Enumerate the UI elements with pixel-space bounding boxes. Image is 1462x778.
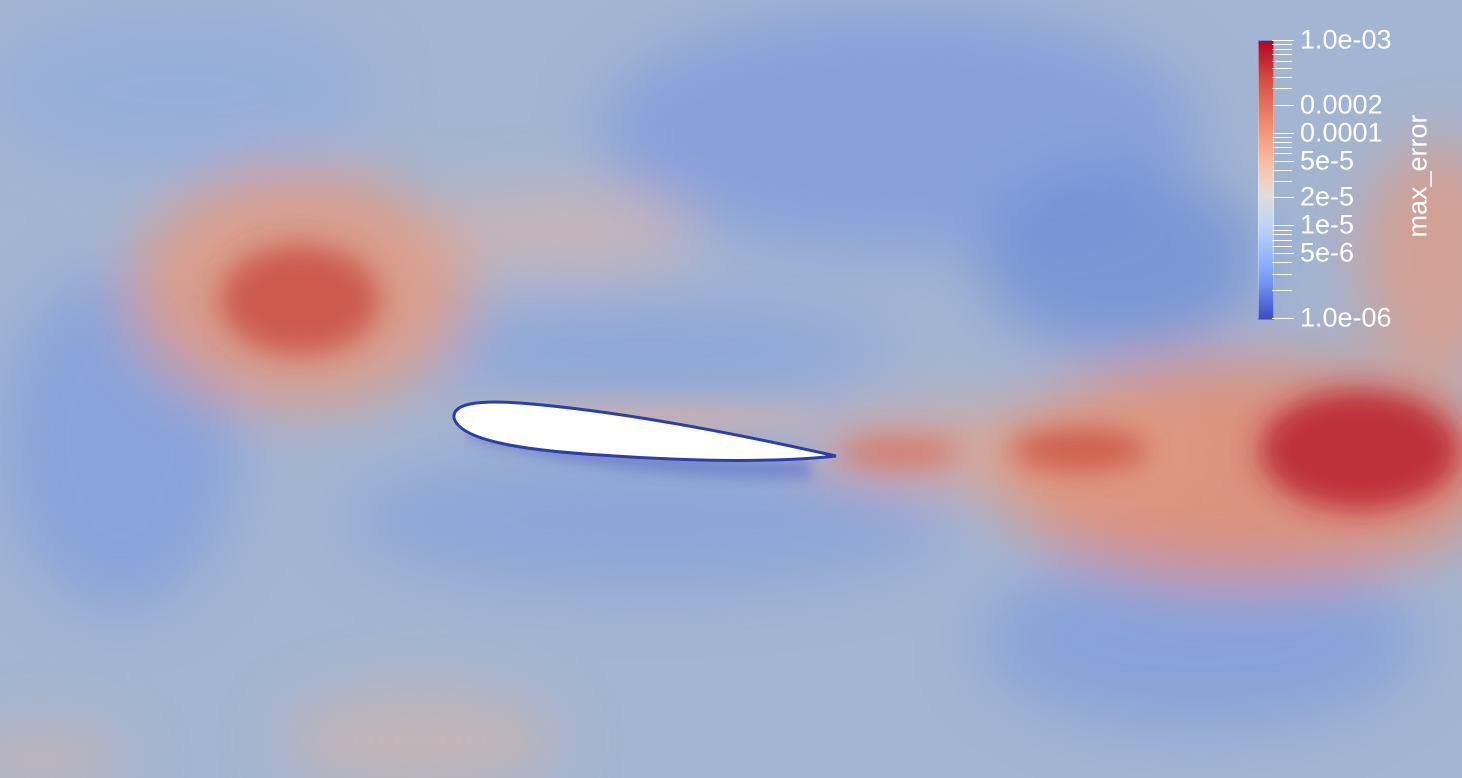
colorbar-minor-tick	[1272, 229, 1292, 231]
colorbar-gradient	[1258, 40, 1274, 320]
colorbar-minor-tick	[1272, 54, 1292, 56]
colorbar-major-tick	[1272, 197, 1294, 199]
high-error-region	[0, 730, 130, 778]
low-error-region	[350, 450, 950, 590]
hotspot	[1260, 390, 1460, 510]
colorbar-major-tick	[1272, 253, 1294, 255]
colorbar-minor-tick	[1272, 153, 1292, 155]
colorbar-major-tick	[1272, 160, 1294, 162]
colorbar-minor-tick	[1272, 136, 1292, 138]
colorbar-minor-tick	[1272, 245, 1292, 247]
colorbar-label: 1e-5	[1300, 209, 1355, 240]
colorbar-minor-tick	[1272, 88, 1292, 90]
colorbar-label-min: 1.0e-06	[1300, 302, 1392, 333]
colorbar-major-tick	[1272, 318, 1294, 319]
low-error-region	[0, 10, 370, 170]
colorbar-minor-tick	[1272, 234, 1292, 236]
colorbar-minor-tick	[1272, 48, 1292, 50]
colorbar-label: 0.0001	[1300, 117, 1383, 148]
colorbar-major-tick	[1272, 40, 1294, 41]
colorbar-minor-tick	[1272, 76, 1292, 78]
high-error-region	[1360, 140, 1462, 380]
colorbar-minor-tick	[1272, 60, 1292, 62]
low-error-region	[410, 300, 890, 400]
low-error-region	[980, 170, 1260, 350]
colorbar-major-tick	[1272, 225, 1294, 227]
colorbar-minor-tick	[1272, 141, 1292, 143]
colorbar-minor-tick	[1272, 273, 1292, 275]
colorbar-minor-tick	[1272, 262, 1292, 264]
colorbar-minor-tick	[1272, 147, 1292, 149]
colorbar-major-tick	[1272, 104, 1294, 106]
colorbar-major-tick	[1272, 132, 1294, 134]
colorbar-minor-tick	[1272, 181, 1292, 183]
colorbar-minor-tick	[1272, 67, 1292, 69]
hotspot	[1010, 428, 1150, 472]
airfoil	[452, 400, 837, 462]
colorbar-label: 2e-5	[1300, 181, 1355, 212]
colorbar-label: 5e-6	[1300, 237, 1355, 268]
colorbar-title: max_error	[1402, 114, 1433, 238]
colorbar-label: 0.0002	[1300, 89, 1383, 120]
colorbar-label-max: 1.0e-03	[1300, 24, 1392, 55]
colorbar-minor-tick	[1272, 44, 1292, 46]
color-legend: 1.0e-03 0.0002 0.0001 5e-5 2e-5 1e-5 5e-…	[1256, 26, 1462, 331]
error-regions	[0, 10, 1462, 778]
colorbar-minor-tick	[1272, 169, 1292, 171]
hotspot	[220, 245, 380, 355]
high-error-region	[420, 190, 700, 270]
hotspot	[840, 438, 960, 466]
colorbar-minor-tick	[1272, 290, 1292, 292]
low-error-region	[980, 550, 1420, 730]
colorbar-minor-tick	[1272, 239, 1292, 241]
high-error-region	[280, 690, 560, 778]
colorbar-label: 5e-5	[1300, 145, 1355, 176]
